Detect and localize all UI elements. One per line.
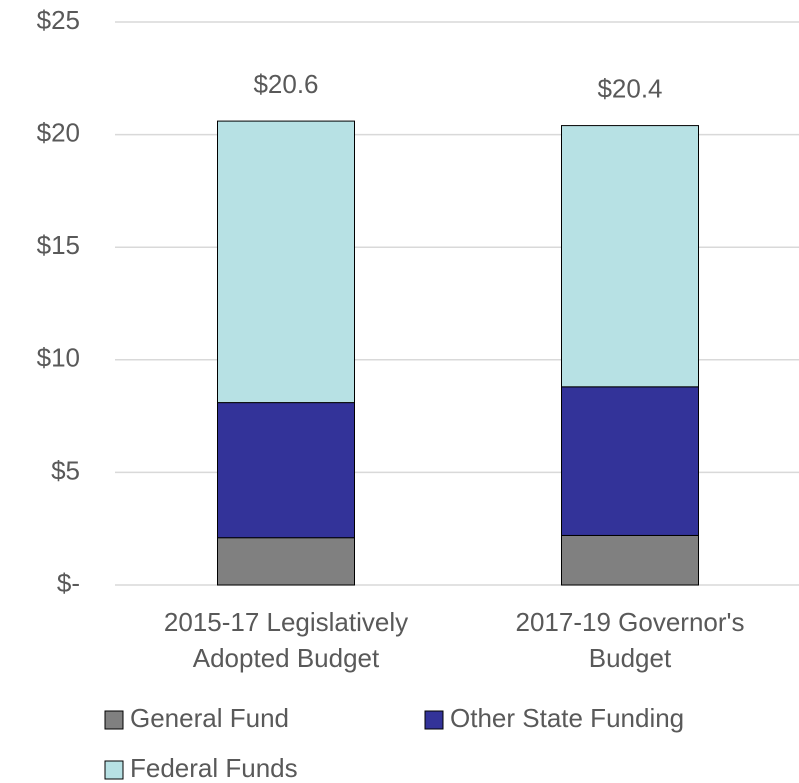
- x-tick-label: 2017-19 Governor's: [516, 607, 745, 637]
- legend-label: General Fund: [130, 703, 289, 733]
- legend-label: Other State Funding: [450, 703, 684, 733]
- y-tick-label: $5: [51, 455, 80, 485]
- legend-label: Federal Funds: [130, 753, 298, 783]
- bar-segment: [217, 120, 355, 404]
- x-tick-label: Adopted Budget: [193, 643, 380, 673]
- y-tick-label: $15: [37, 230, 80, 260]
- legend-swatch: [424, 710, 444, 730]
- bar-segment: [561, 534, 699, 586]
- y-tick-label: $-: [57, 568, 80, 598]
- y-tick-label: $20: [37, 117, 80, 147]
- total-label: $20.4: [597, 73, 662, 103]
- legend-swatch: [104, 760, 124, 780]
- y-tick-label: $10: [37, 343, 80, 373]
- bar-segment: [217, 402, 355, 539]
- y-tick-label: $25: [37, 5, 80, 35]
- x-tick-label: 2015-17 Legislatively: [164, 607, 408, 637]
- bar-segment: [561, 386, 699, 536]
- legend-swatch: [104, 710, 124, 730]
- bar-segment: [561, 125, 699, 388]
- x-tick-label: Budget: [589, 643, 672, 673]
- total-label: $20.6: [253, 69, 318, 99]
- bar-segment: [217, 537, 355, 586]
